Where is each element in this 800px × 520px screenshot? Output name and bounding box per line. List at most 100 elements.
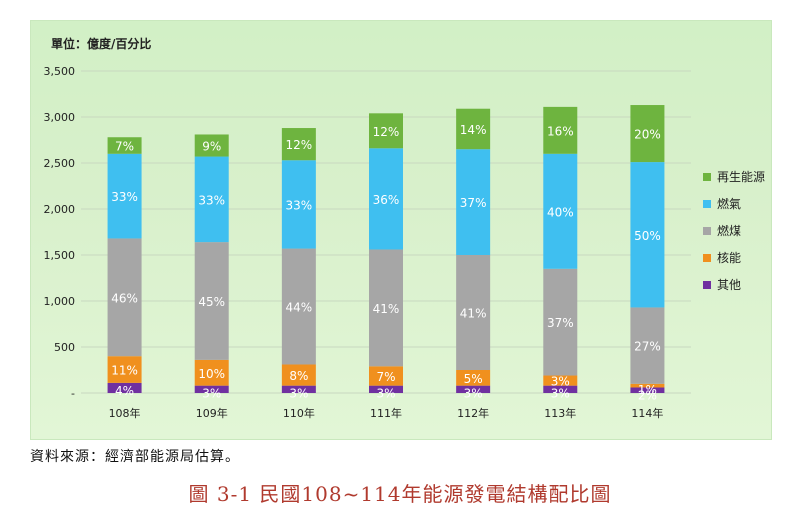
bar-segment <box>369 385 403 393</box>
data-label: 3% <box>551 387 570 401</box>
stacked-bar-chart: 單位：億度/百分比 - 500 1,000 1,500 2,000 2,500 3,000 3… <box>44 36 766 420</box>
data-label: 20% <box>634 128 661 142</box>
bar-segment <box>107 153 142 239</box>
bar-segment <box>194 134 229 157</box>
data-label: 37% <box>460 196 487 210</box>
bar-segment <box>281 364 316 386</box>
data-label: 44% <box>286 301 313 315</box>
bars <box>107 105 665 393</box>
bar-segment <box>543 385 578 393</box>
y-axis-ticks: - 500 1,000 1,500 2,000 2,500 3,000 3,500 <box>44 65 76 400</box>
data-label: 3% <box>551 375 570 389</box>
x-tick-label: 114年 <box>631 406 663 420</box>
bar-segment <box>630 383 665 388</box>
unit-label: 單位：億度/百分比 <box>51 36 151 51</box>
data-label: 12% <box>286 138 313 152</box>
y-tick-label: 3,500 <box>44 65 76 78</box>
data-label: 3% <box>202 387 221 401</box>
data-label: 10% <box>198 367 225 381</box>
bar-segment <box>630 387 665 393</box>
legend-swatch <box>703 173 711 181</box>
data-label: 4% <box>115 384 134 398</box>
data-label: 2% <box>638 388 657 402</box>
y-tick-label: 3,000 <box>44 111 76 124</box>
data-label: 3% <box>289 387 308 401</box>
bar-segment <box>630 105 665 163</box>
data-label: 33% <box>198 193 225 207</box>
data-labels: 4% 11% 46% 33% 7% 3% 10% 45% 33% 9% 3% 8% 44% 33% 12% 3… <box>111 123 661 403</box>
bar-segment <box>369 148 403 250</box>
data-label: 12% <box>373 125 400 139</box>
legend-swatch <box>703 227 711 235</box>
legend-swatch <box>703 281 711 289</box>
y-tick-label: - <box>71 387 75 400</box>
x-tick-label: 113年 <box>544 406 576 420</box>
y-tick-label: 500 <box>54 341 75 354</box>
legend-label: 燃氣 <box>717 196 741 211</box>
legend-label: 燃煤 <box>717 223 741 238</box>
x-tick-label: 111年 <box>370 406 402 420</box>
data-label: 1% <box>638 383 657 397</box>
bar-segment <box>543 268 578 376</box>
bar-segment <box>543 153 578 269</box>
bar-segment <box>281 160 316 249</box>
figure-caption: 圖 3-1 民國108~114年能源發電結構配比圖 <box>188 482 612 506</box>
legend-label: 其他 <box>717 278 741 292</box>
bar-segment <box>456 255 491 370</box>
x-axis-ticks: 108年 109年 110年 111年 112年 113年 114年 <box>109 406 664 420</box>
data-label: 37% <box>547 316 574 330</box>
y-tick-label: 2,000 <box>44 203 76 216</box>
bar-segment <box>630 162 665 308</box>
data-label: 11% <box>111 364 138 378</box>
bar-segment <box>369 113 403 149</box>
source-note: 資料來源：經濟部能源局估算。 <box>30 449 240 465</box>
data-label: 5% <box>464 372 483 386</box>
x-tick-label: 108年 <box>109 406 141 420</box>
y-tick-label: 1,000 <box>44 295 76 308</box>
data-label: 41% <box>373 302 400 316</box>
data-label: 7% <box>376 370 395 384</box>
data-label: 7% <box>115 140 134 154</box>
bar-segment <box>369 249 403 367</box>
legend-swatch <box>703 200 711 208</box>
data-label: 50% <box>634 229 661 243</box>
x-tick-label: 112年 <box>457 406 489 420</box>
bar-segment <box>107 356 142 383</box>
data-label: 8% <box>289 369 308 383</box>
data-label: 3% <box>376 387 395 401</box>
data-label: 41% <box>460 307 487 321</box>
y-tick-label: 1,500 <box>44 249 76 262</box>
data-label: 45% <box>198 295 225 309</box>
legend-label: 再生能源 <box>717 170 765 184</box>
bar-segment <box>107 382 142 393</box>
bar-segment <box>107 238 142 357</box>
chart-panel: 單位：億度/百分比 - 500 1,000 1,500 2,000 2,500 3,000 3… <box>30 20 772 440</box>
x-tick-label: 109年 <box>196 406 228 420</box>
bar-segment <box>281 128 316 161</box>
data-label: 16% <box>547 124 574 138</box>
data-label: 3% <box>464 387 483 401</box>
bar-segment <box>107 137 142 154</box>
data-label: 33% <box>111 190 138 204</box>
bar-segment <box>281 248 316 365</box>
data-label: 36% <box>373 193 400 207</box>
bar-segment <box>369 366 403 386</box>
x-tick-label: 110年 <box>283 406 315 420</box>
data-label: 46% <box>111 291 138 305</box>
bar-segment <box>456 385 491 393</box>
bar-segment <box>194 359 229 386</box>
bar-segment <box>630 307 665 384</box>
data-label: 40% <box>547 205 574 219</box>
data-label: 27% <box>634 340 661 354</box>
bar-segment <box>194 156 229 243</box>
bar-segment <box>456 149 491 255</box>
bar-segment <box>543 106 578 154</box>
bar-segment <box>281 385 316 393</box>
legend-label: 核能 <box>717 251 741 265</box>
bar-segment <box>194 242 229 360</box>
bar-segment <box>456 108 491 150</box>
data-label: 33% <box>286 198 313 212</box>
bar-segment <box>543 375 578 386</box>
legend-swatch <box>703 254 711 262</box>
